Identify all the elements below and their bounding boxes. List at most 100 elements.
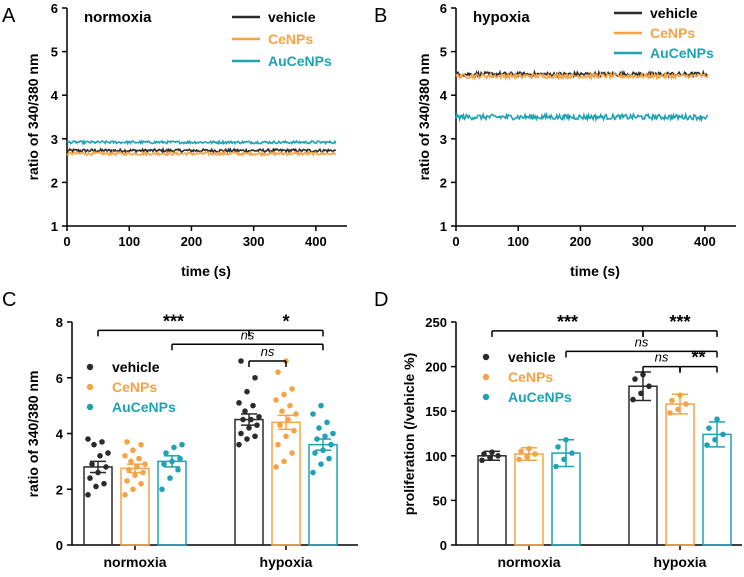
panel-c-data-point <box>128 458 134 465</box>
panel-b-xtick-label: 200 <box>570 234 592 249</box>
panel-c-data-point <box>99 439 105 445</box>
panel-c-legend-dot <box>86 403 94 411</box>
panel-c-data-point <box>138 480 144 487</box>
panel-d-bar-vehicle <box>628 385 658 546</box>
panel-c-data-point <box>122 453 128 459</box>
panel-c-bar-aucenps <box>308 443 338 546</box>
panel-c-letter: C <box>2 289 16 311</box>
panel-c-data-point <box>105 450 111 456</box>
panel-c-data-point <box>122 492 128 498</box>
panel-c-legend: vehicle CeNPs AuCeNPs <box>112 359 176 415</box>
panel-c-data-point <box>242 408 248 415</box>
panel-a-xtick-label: 400 <box>305 234 327 249</box>
panel-d-ytick-label: 0 <box>440 538 447 553</box>
panel-c-data-point <box>283 433 289 440</box>
panel-d-ylabel: proliferation (/vehicle %) <box>401 353 417 516</box>
panel-b-xtick-label: 0 <box>452 234 459 249</box>
panel-c-data-point <box>273 397 279 403</box>
panel-c-data-point <box>103 464 109 470</box>
panel-a-series-cenps <box>66 150 337 158</box>
panel-b-title: hypoxia <box>473 9 530 26</box>
panel-b-ytick-label: 3 <box>440 132 447 147</box>
panel-b-series-cenps <box>455 70 709 82</box>
panel-d-plot: 0 50 100 150 200 250 normoxia hypoxia *** *** nsns… <box>425 312 742 570</box>
panel-a-letter: A <box>2 5 16 27</box>
panel-d-data-point <box>569 450 575 456</box>
panel-a-ytick-label: 5 <box>51 45 58 60</box>
panel-d-data-point <box>683 401 689 407</box>
panel-d-bar-cenps <box>514 453 544 546</box>
panel-a-title: normoxia <box>84 9 152 26</box>
panel-b-ytick-label: 5 <box>440 45 447 60</box>
panel-c-data-point <box>97 453 103 459</box>
panel-a-xtick-label: 0 <box>63 234 70 249</box>
panel-c-data-point <box>275 441 281 448</box>
panel-d-ytick-label: 100 <box>425 449 447 464</box>
panel-c-data-point <box>256 413 262 420</box>
panel-d-data-point <box>667 410 673 416</box>
panel-c-data-point <box>85 492 91 498</box>
panel-c-data-point <box>140 469 146 476</box>
panel-c-data-point <box>326 455 332 462</box>
panel-b-xlabel: time (s) <box>570 263 620 279</box>
panel-a-series-aucenps <box>66 138 337 146</box>
panel-a-xlabel: time (s) <box>181 263 231 279</box>
panel-c-data-point <box>318 402 324 409</box>
panel-b-legend-cenps: CeNPs <box>650 25 695 41</box>
panel-d-bar-vehicle <box>477 455 507 546</box>
panel-a-xtick-label: 100 <box>118 234 140 249</box>
panel-c-ytick-label: 0 <box>56 538 63 553</box>
panel-b-plot: 1 2 3 4 5 6 0 100 200 300 400 <box>440 1 736 249</box>
panel-c-data-point <box>289 386 295 392</box>
panel-c-data-point <box>273 464 279 470</box>
panel-d-data-point <box>563 436 569 443</box>
panel-c-data-point <box>279 408 285 415</box>
panel-c-data-point <box>281 391 287 398</box>
chart-marks: 1 2 3 4 5 6 0 100 200 300 400 1 2 3 4 5 6 0 100 200 300 400 0 2… <box>51 1 742 570</box>
panel-d-data-point <box>646 383 652 390</box>
panel-c-bar-aucenps <box>157 460 187 546</box>
panel-d-data-point <box>489 449 495 456</box>
panel-c-data-point <box>238 358 244 364</box>
panel-b-legend: vehicle CeNPs AuCeNPs <box>650 5 714 61</box>
panel-a-legend-cenps: CeNPs <box>268 31 313 47</box>
panel-c-category-label: hypoxia <box>260 554 313 570</box>
panel-c-data-point <box>126 466 132 473</box>
panel-c-legend-dot <box>86 363 94 371</box>
panel-d-legend: vehicle CeNPs AuCeNPs <box>508 349 572 405</box>
panel-a-legend: vehicle CeNPs AuCeNPs <box>268 9 332 69</box>
panel-d-data-point <box>704 442 710 448</box>
panel-d-ytick-label: 200 <box>425 360 447 375</box>
panel-c-data-point <box>289 450 295 456</box>
panel-b-ytick-label: 2 <box>440 175 447 190</box>
panel-c-data-point <box>142 461 148 467</box>
panel-d: D proliferation (/vehicle %) vehicle CeN… <box>374 289 572 515</box>
panel-d-ytick-label: 150 <box>425 404 447 419</box>
panel-a-legend-vehicle: vehicle <box>268 9 316 25</box>
panel-c-data-point <box>244 388 250 395</box>
panel-c-data-point <box>277 422 283 428</box>
panel-d-sig-label: *** <box>557 312 578 332</box>
panel-b-xtick-label: 100 <box>507 234 529 249</box>
panel-b-ylabel: ratio of 340/380 nm <box>416 54 432 181</box>
panel-b-legend-vehicle: vehicle <box>650 5 698 21</box>
panel-c-data-point <box>171 444 177 451</box>
panel-c-ytick-label: 2 <box>56 482 63 497</box>
panel-b-ytick-label: 1 <box>440 219 447 234</box>
panel-c-ytick-label: 4 <box>56 427 64 442</box>
panel-c-data-point <box>134 464 140 470</box>
panel-d-category-label: hypoxia <box>654 554 707 570</box>
panel-d-ytick-label: 50 <box>433 493 447 508</box>
panel-d-data-point <box>524 453 530 460</box>
panel-b-legend-aucenps: AuCeNPs <box>650 45 714 61</box>
panel-a-ytick-label: 3 <box>51 132 58 147</box>
panel-d-data-point <box>526 445 532 452</box>
panel-d-data-point <box>518 448 524 455</box>
panel-c-data-point <box>91 441 97 448</box>
panel-c-data-point <box>124 439 130 445</box>
panel-c-category-label: normoxia <box>103 554 166 570</box>
panel-c-data-point <box>85 436 91 442</box>
panel-a: A normoxia time (s) ratio of 340/380 nm … <box>2 5 332 279</box>
